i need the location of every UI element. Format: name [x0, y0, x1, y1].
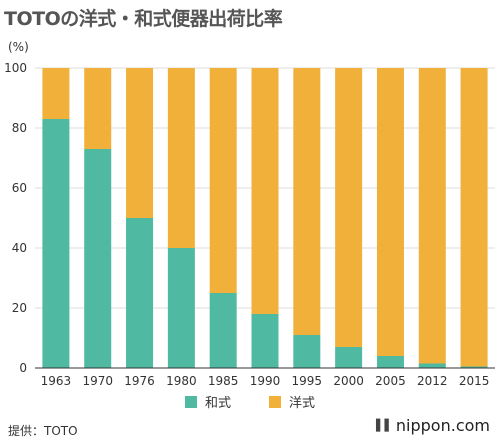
x-tick-label: 1980	[166, 374, 197, 388]
x-tick-label: 2005	[375, 374, 406, 388]
legend: 和式 洋式	[0, 392, 500, 411]
bar-youshiki	[167, 68, 195, 248]
x-tick-label: 1970	[82, 374, 113, 388]
bar-washiki	[418, 363, 446, 368]
bar-washiki	[335, 347, 363, 368]
x-tick-label: 1990	[250, 374, 281, 388]
bar-washiki	[251, 314, 279, 368]
legend-swatch-youshiki	[269, 395, 281, 408]
y-tick-label: 20	[12, 301, 27, 315]
bar-washiki	[42, 119, 70, 368]
bar-youshiki	[293, 68, 321, 335]
bar-washiki	[376, 356, 404, 368]
bar-washiki	[167, 248, 195, 368]
logo-mark-icon: ▌▌	[375, 419, 393, 432]
legend-label-washiki: 和式	[204, 396, 231, 411]
bar-washiki	[84, 149, 112, 368]
bar-washiki	[209, 293, 237, 368]
bar-youshiki	[335, 68, 363, 347]
y-tick-label: 60	[12, 181, 27, 195]
legend-item-washiki: 和式	[184, 392, 231, 411]
bar-youshiki	[376, 68, 404, 356]
chart-title: TOTOの洋式・和式便器出荷比率	[4, 8, 283, 30]
source-credit: 提供：TOTO	[8, 424, 78, 438]
y-tick-label: 0	[19, 361, 27, 375]
bar-washiki	[293, 335, 321, 368]
x-tick-label: 1976	[124, 374, 155, 388]
y-tick-label: 100	[4, 61, 27, 75]
legend-label-youshiki: 洋式	[289, 396, 316, 411]
x-tick-label: 2015	[459, 374, 490, 388]
legend-item-youshiki: 洋式	[269, 392, 315, 411]
nippon-com-logo: ▌▌ nippon.com	[376, 416, 490, 435]
y-tick-label: 40	[12, 241, 27, 255]
bar-youshiki	[418, 68, 446, 364]
bar-washiki	[460, 366, 488, 368]
y-axis-unit-label: (%)	[8, 40, 29, 54]
x-tick-label: 2000	[333, 374, 364, 388]
bar-youshiki	[84, 68, 112, 149]
bar-washiki	[126, 218, 154, 368]
legend-swatch-washiki	[184, 395, 197, 408]
bar-youshiki	[42, 68, 70, 119]
y-tick-label: 80	[12, 121, 27, 135]
x-tick-label: 1963	[41, 374, 72, 388]
bar-youshiki	[209, 68, 237, 293]
bar-youshiki	[126, 68, 154, 218]
bar-youshiki	[460, 68, 488, 367]
x-tick-label: 2012	[417, 374, 448, 388]
x-tick-label: 1995	[292, 374, 323, 388]
bar-youshiki	[251, 68, 279, 314]
x-tick-label: 1985	[208, 374, 239, 388]
logo-text: nippon.com	[395, 416, 490, 435]
